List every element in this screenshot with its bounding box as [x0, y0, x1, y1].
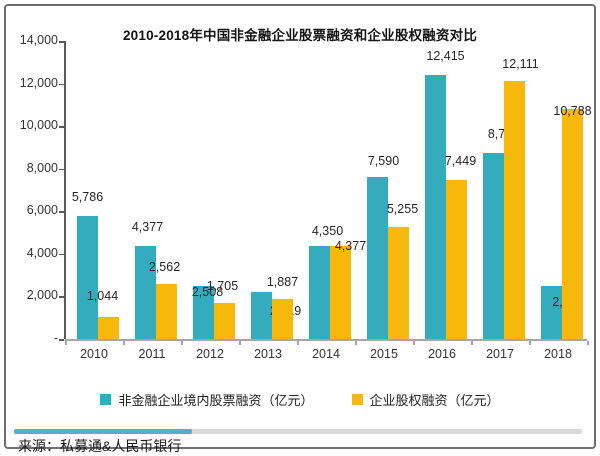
legend-item-stock-financing: 非金融企业境内股票融资（亿元）	[100, 390, 314, 409]
y-axis-tick-label: 14,000	[19, 33, 58, 47]
bar-stock-2014	[309, 246, 330, 339]
data-label-equity-2010: 1,044	[86, 288, 119, 303]
bar-stock-2016	[425, 74, 446, 339]
chart-title: 2010-2018年中国非金融企业股票融资和企业股权融资对比	[122, 28, 478, 43]
x-axis-tick	[413, 341, 415, 345]
bar-stock-2013	[251, 291, 272, 339]
y-axis-tick-label: 2,000	[26, 288, 58, 303]
y-axis-tick-label: 4,000	[26, 245, 58, 260]
data-label-equity-2018: 10,788	[553, 104, 592, 119]
x-axis-category-label: 2012	[196, 347, 224, 361]
x-axis-category-label: 2011	[138, 347, 166, 361]
bar-stock-2012	[193, 285, 214, 339]
x-axis-tick	[529, 341, 531, 345]
source-caption: 来源：私募通&人民币银行	[18, 438, 182, 454]
x-axis-category-label: 2015	[370, 347, 398, 361]
bar-stock-2018	[541, 285, 562, 339]
y-axis-tick	[59, 126, 64, 128]
bar-equity-2018	[562, 109, 583, 339]
x-axis-tick	[471, 341, 473, 345]
bar-stock-2010	[77, 215, 98, 339]
x-axis-tick	[297, 341, 299, 345]
y-axis-tick	[59, 41, 64, 43]
bar-equity-2012	[214, 302, 235, 339]
bar-stock-2011	[135, 245, 156, 339]
bar-stock-2017	[483, 152, 504, 339]
x-axis-category-label: 2010	[80, 347, 108, 361]
data-label-stock-2014: 4,350	[311, 224, 344, 239]
bar-equity-2014	[330, 245, 351, 339]
legend-label-equity-financing: 企业股权融资（亿元）	[369, 393, 500, 408]
x-axis-tick	[65, 341, 67, 345]
bar-equity-2015	[388, 227, 409, 339]
chart-frame: 2010-2018年中国非金融企业股票融资和企业股权融资对比 14,000 12,…	[4, 4, 596, 454]
y-axis-tick	[59, 339, 64, 341]
data-label-stock-2016: 12,415	[426, 48, 465, 63]
stock-series-swatch-icon	[100, 394, 112, 405]
data-label-equity-2012: 1,705	[206, 278, 239, 293]
y-axis-tick-label: 10,000	[19, 118, 58, 133]
y-axis-line	[64, 41, 66, 339]
data-label-stock-2010: 5,786	[71, 189, 104, 204]
data-label-equity-2015: 5,255	[386, 202, 419, 217]
y-axis-tick-label: -	[53, 331, 58, 345]
data-label-stock-2012: 2,508	[191, 284, 224, 299]
x-axis-tick	[239, 341, 241, 345]
y-axis-tick	[59, 83, 64, 86]
bar-equity-2017	[504, 81, 525, 339]
bar-equity-2013	[272, 298, 293, 339]
data-label-equity-2013: 1,887	[266, 274, 299, 289]
x-axis-tick	[587, 341, 589, 345]
data-label-stock-2015: 7,590	[367, 154, 400, 169]
x-axis-tick	[181, 341, 183, 345]
data-label-equity-2017: 12,111	[502, 57, 539, 72]
legend-label-stock-financing: 非金融企业境内股票融资（亿元）	[118, 393, 314, 408]
bar-equity-2010	[98, 316, 119, 339]
data-label-equity-2011: 2,562	[148, 260, 181, 275]
y-axis-tick	[59, 211, 64, 213]
x-axis-line	[65, 339, 587, 341]
horizontal-scrollbar-thumb[interactable]	[14, 429, 192, 434]
x-axis-category-label: 2013	[254, 347, 282, 361]
bar-equity-2011	[156, 284, 177, 339]
x-axis-category-label: 2017	[486, 347, 514, 361]
y-axis-tick	[59, 168, 64, 171]
y-axis-tick-label: 8,000	[26, 160, 58, 175]
y-axis-tick-label: 12,000	[19, 75, 58, 90]
horizontal-scrollbar-track[interactable]	[14, 429, 582, 434]
x-axis-category-label: 2016	[428, 347, 456, 361]
y-axis-tick	[59, 253, 64, 256]
legend-item-equity-financing: 企业股权融资（亿元）	[351, 390, 500, 409]
legend: 非金融企业境内股票融资（亿元） 企业股权融资（亿元）	[6, 390, 594, 409]
data-label-stock-2011: 4,377	[131, 219, 164, 234]
x-axis-tick	[355, 341, 357, 345]
data-label-equity-2014: 4,377	[334, 238, 367, 253]
x-axis-category-label: 2018	[544, 347, 572, 361]
x-axis-tick	[123, 341, 125, 345]
bar-equity-2016	[446, 180, 467, 339]
data-label-equity-2016: 7,449	[444, 154, 477, 169]
x-axis-category-label: 2014	[312, 347, 340, 361]
bar-stock-2015	[367, 177, 388, 339]
equity-series-swatch-icon	[351, 394, 363, 405]
y-axis-tick	[59, 296, 64, 298]
y-axis-tick-label: 6,000	[26, 203, 58, 218]
